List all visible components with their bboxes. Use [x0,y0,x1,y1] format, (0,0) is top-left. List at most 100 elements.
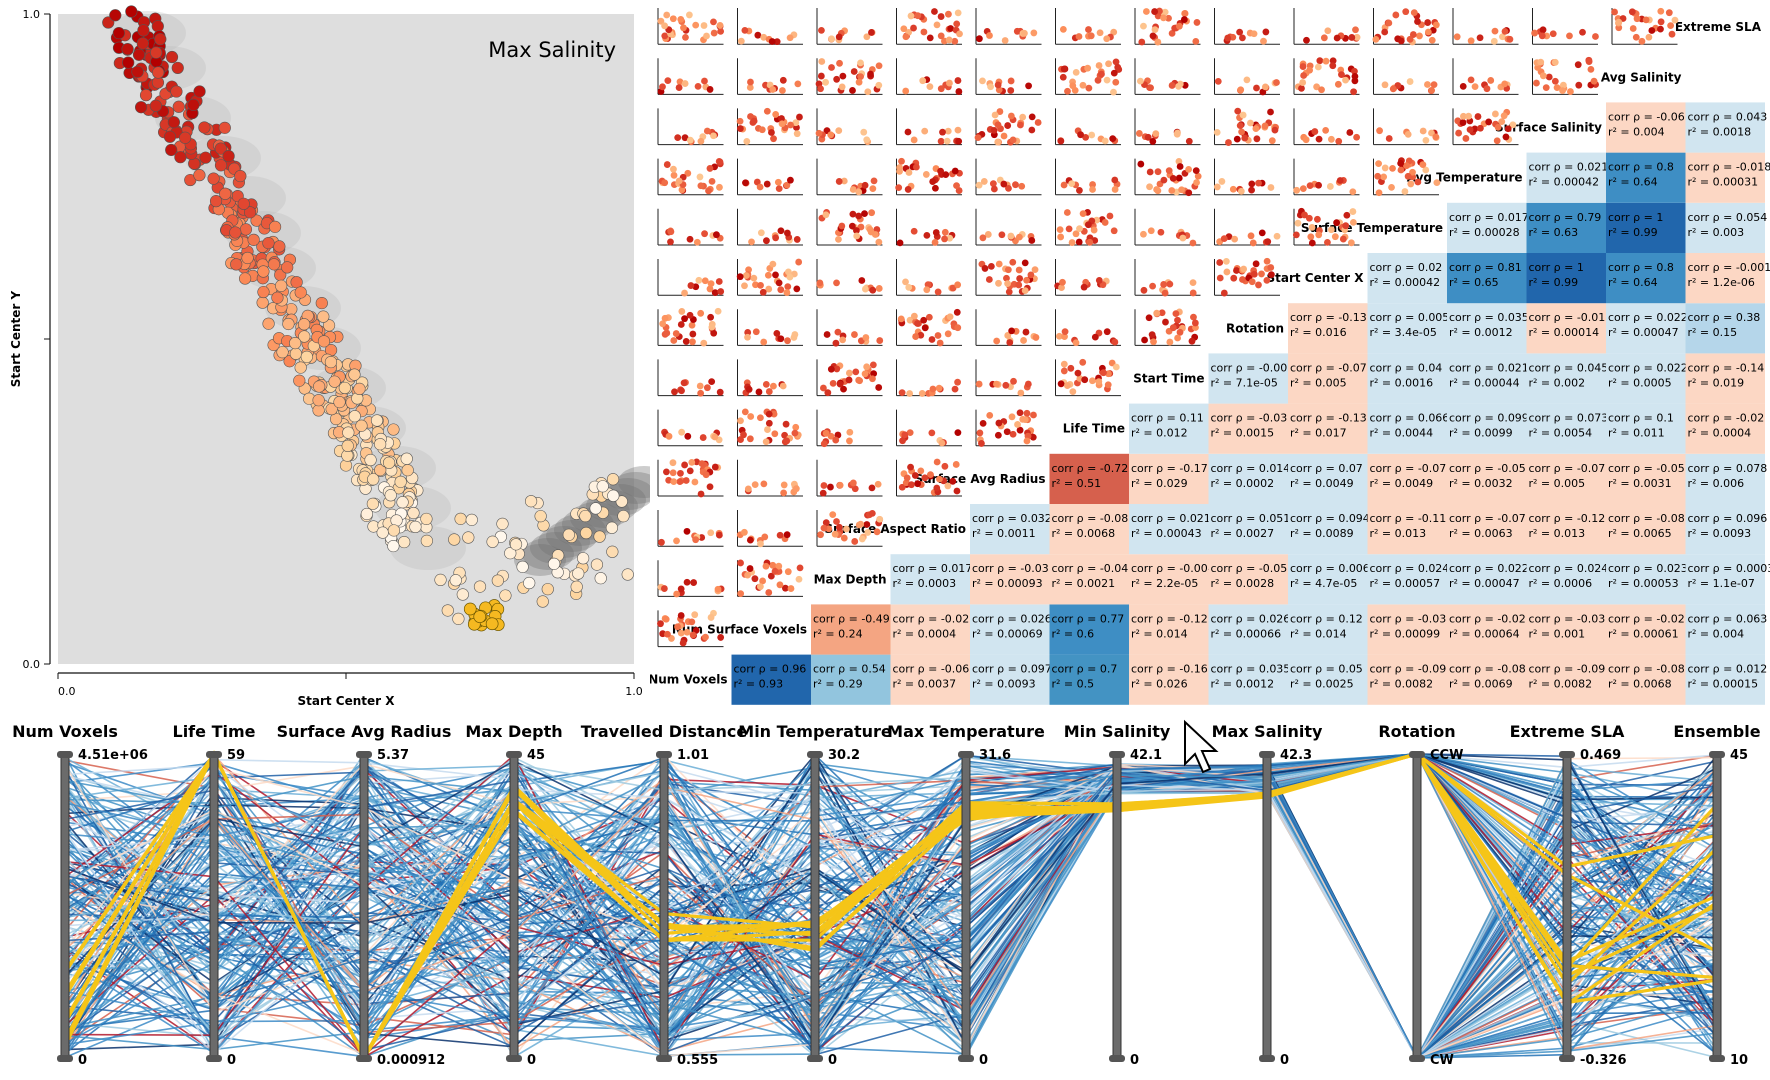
mini-scatter-cell[interactable] [1293,57,1360,96]
mini-scatter-cell[interactable] [657,560,725,598]
scatter-point[interactable] [342,426,355,439]
scatter-point[interactable] [276,346,289,359]
scatter-point[interactable] [355,419,368,432]
highlighted-point[interactable] [463,602,477,616]
scatter-point[interactable] [454,512,467,525]
mini-scatter-cell[interactable] [1293,158,1360,196]
mini-scatter-cell[interactable] [657,158,724,196]
scatter-point[interactable] [607,489,620,502]
mini-scatter-cell[interactable] [657,108,724,146]
mini-scatter-cell[interactable] [657,307,724,347]
mini-scatter-cell[interactable] [1213,107,1280,146]
pcp-line[interactable] [64,753,1718,1024]
scatter-point[interactable] [376,526,389,539]
scatter-point[interactable] [325,403,338,416]
scatter-point[interactable] [382,456,396,469]
scatter-point[interactable] [367,473,380,486]
scatter-point[interactable] [452,612,465,625]
scatter-point[interactable] [241,251,254,265]
scatter-point[interactable] [398,535,411,549]
scatter-point[interactable] [606,545,619,558]
mini-scatter-cell[interactable] [975,58,1042,95]
scatter-point[interactable] [193,85,206,98]
scatter-point[interactable] [606,473,620,486]
scatter-point[interactable] [499,589,512,602]
scatter-point[interactable] [496,517,509,530]
mini-scatter-cell[interactable] [1055,309,1122,347]
mini-scatter-cell[interactable] [1452,8,1519,45]
scatter-point[interactable] [387,524,401,537]
scatter-point[interactable] [136,37,149,50]
scatter-point[interactable] [441,604,454,617]
scatter-point[interactable] [239,223,253,236]
scatter-point[interactable] [366,497,379,510]
scatter-point[interactable] [256,296,269,309]
scatter-point[interactable] [605,521,619,534]
mini-scatter-cell[interactable] [1373,58,1440,95]
scatter-point[interactable] [313,380,326,393]
scatter-point[interactable] [407,506,420,520]
scatter-point[interactable] [312,404,325,417]
mini-scatter-cell[interactable] [816,409,883,448]
pcp-axis-handle-bottom[interactable] [1109,1055,1125,1062]
scatter-point[interactable] [163,130,177,143]
mini-scatter-cell[interactable] [1055,108,1122,146]
pcp-axis-handle-bottom[interactable] [1709,1055,1725,1062]
scatter-point[interactable] [294,286,307,299]
pcp-axis-bar[interactable] [209,753,219,1059]
scatter-point[interactable] [353,382,366,395]
scatter-point[interactable] [387,423,400,436]
correlation-cell[interactable]: corr ρ = 0.8r² = 0.64 [1606,253,1686,304]
scatter-point[interactable] [509,538,523,551]
scatter-point[interactable] [289,347,302,360]
mini-scatter-cell[interactable] [1134,7,1201,46]
pcp-axis-bar[interactable] [1712,753,1722,1059]
scatter-point[interactable] [523,576,536,590]
scatter-point[interactable] [244,206,257,219]
scatter-point[interactable] [172,100,185,113]
mini-scatter-cell[interactable] [736,258,803,296]
scatter-point[interactable] [449,574,462,587]
scatter-point[interactable] [562,528,575,541]
mini-scatter-cell[interactable] [1532,56,1599,95]
scatter-point[interactable] [348,368,361,381]
mini-scatter-cell[interactable] [975,309,1042,346]
scatter-point[interactable] [257,285,270,299]
pcp-axis-handle-bottom[interactable] [206,1055,222,1062]
mini-scatter-cell[interactable] [1214,58,1281,96]
scatter-point[interactable] [300,350,313,363]
scatter-point[interactable] [165,50,179,64]
pcp-line[interactable] [64,764,1718,1060]
scatter-point[interactable] [317,310,330,323]
mini-scatter-cell[interactable] [896,308,963,347]
scatter-point[interactable] [137,24,150,37]
pcp-axis-handle-bottom[interactable] [807,1055,823,1062]
scatter-point[interactable] [112,26,125,40]
scatter-point[interactable] [338,381,351,395]
